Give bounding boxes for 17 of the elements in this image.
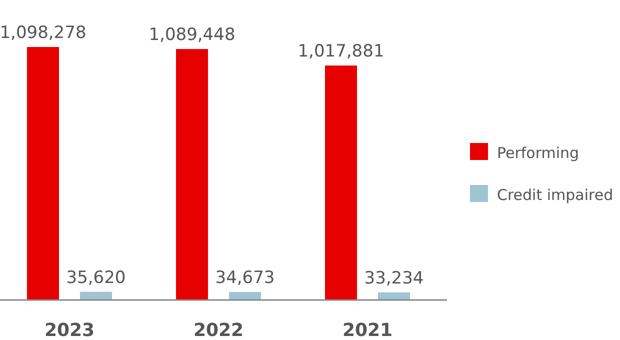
bar (27, 47, 59, 300)
x-tick-label: 2022 (193, 320, 244, 340)
data-label: 35,620 (66, 268, 126, 288)
x-tick-label: 2023 (44, 320, 95, 340)
data-label: 1,017,881 (298, 42, 384, 62)
bar (229, 292, 261, 300)
data-label: 1,098,278 (0, 23, 86, 43)
legend-label: Credit impaired (497, 186, 614, 204)
legend-label: Performing (497, 144, 580, 162)
data-label: 34,673 (215, 268, 275, 288)
bar (176, 49, 208, 300)
bar (325, 66, 357, 300)
bar (80, 292, 112, 300)
data-label: 33,234 (364, 268, 424, 288)
bar (378, 292, 410, 300)
x-tick-label: 2021 (342, 320, 393, 340)
data-label: 1,089,448 (148, 25, 236, 46)
